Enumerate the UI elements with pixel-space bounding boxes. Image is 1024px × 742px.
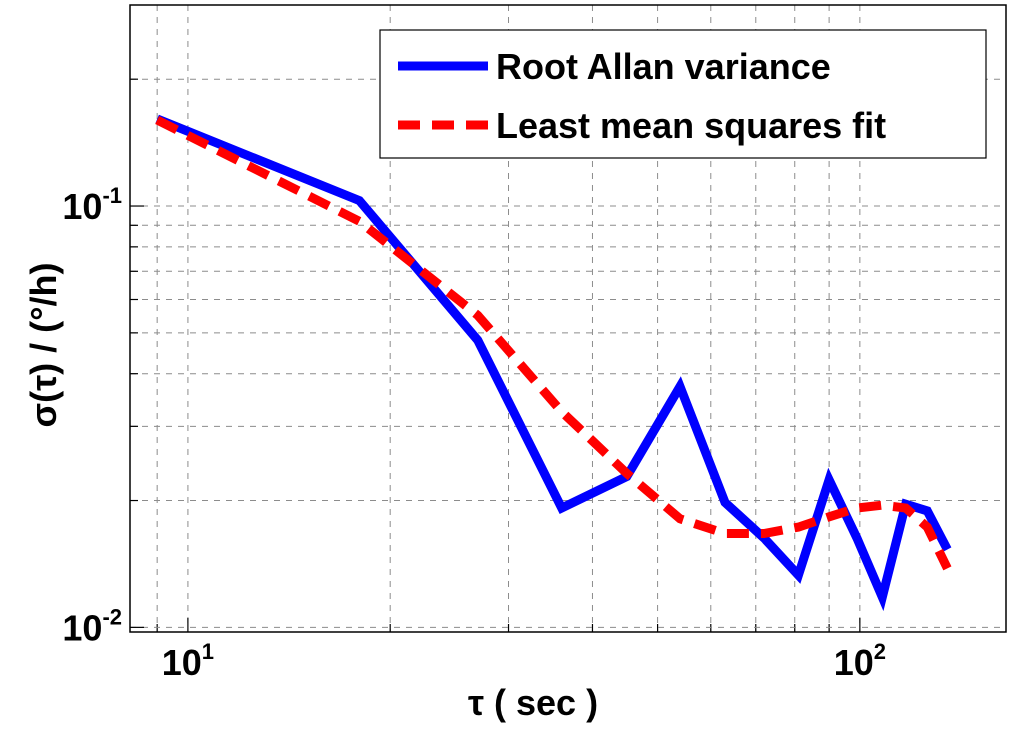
y-tick-label-exponent: -2 [102,604,122,629]
x-tick-label-exponent: 1 [202,639,214,664]
y-tick-label-exponent: -1 [102,183,122,208]
series-line-least-mean-squares-fit [155,115,952,571]
x-tick-label: 101 [162,639,214,683]
y-tick-label-mantissa: 10 [62,607,102,648]
plot-frame [129,4,1007,633]
x-tick-label-mantissa: 10 [162,642,202,683]
x-tick-label-mantissa: 10 [834,642,874,683]
y-tick-label: 10-1 [62,183,122,227]
y-tick-label: 10-2 [62,604,122,648]
legend-label-root-allan-variance: Root Allan variance [496,46,831,87]
legend-box [379,29,987,159]
y-axis-label: σ(τ) / (°/h) [23,262,64,427]
legend-label-least-mean-squares-fit: Least mean squares fit [496,105,886,146]
x-tick-label: 102 [834,639,886,683]
series [155,114,952,612]
x-axis-label: τ ( sec ) [468,682,598,723]
y-tick-label-mantissa: 10 [62,186,102,227]
grid [130,5,1006,632]
x-tick-label-exponent: 2 [874,639,886,664]
legend: Root Allan variance Least mean squares f… [379,29,987,159]
